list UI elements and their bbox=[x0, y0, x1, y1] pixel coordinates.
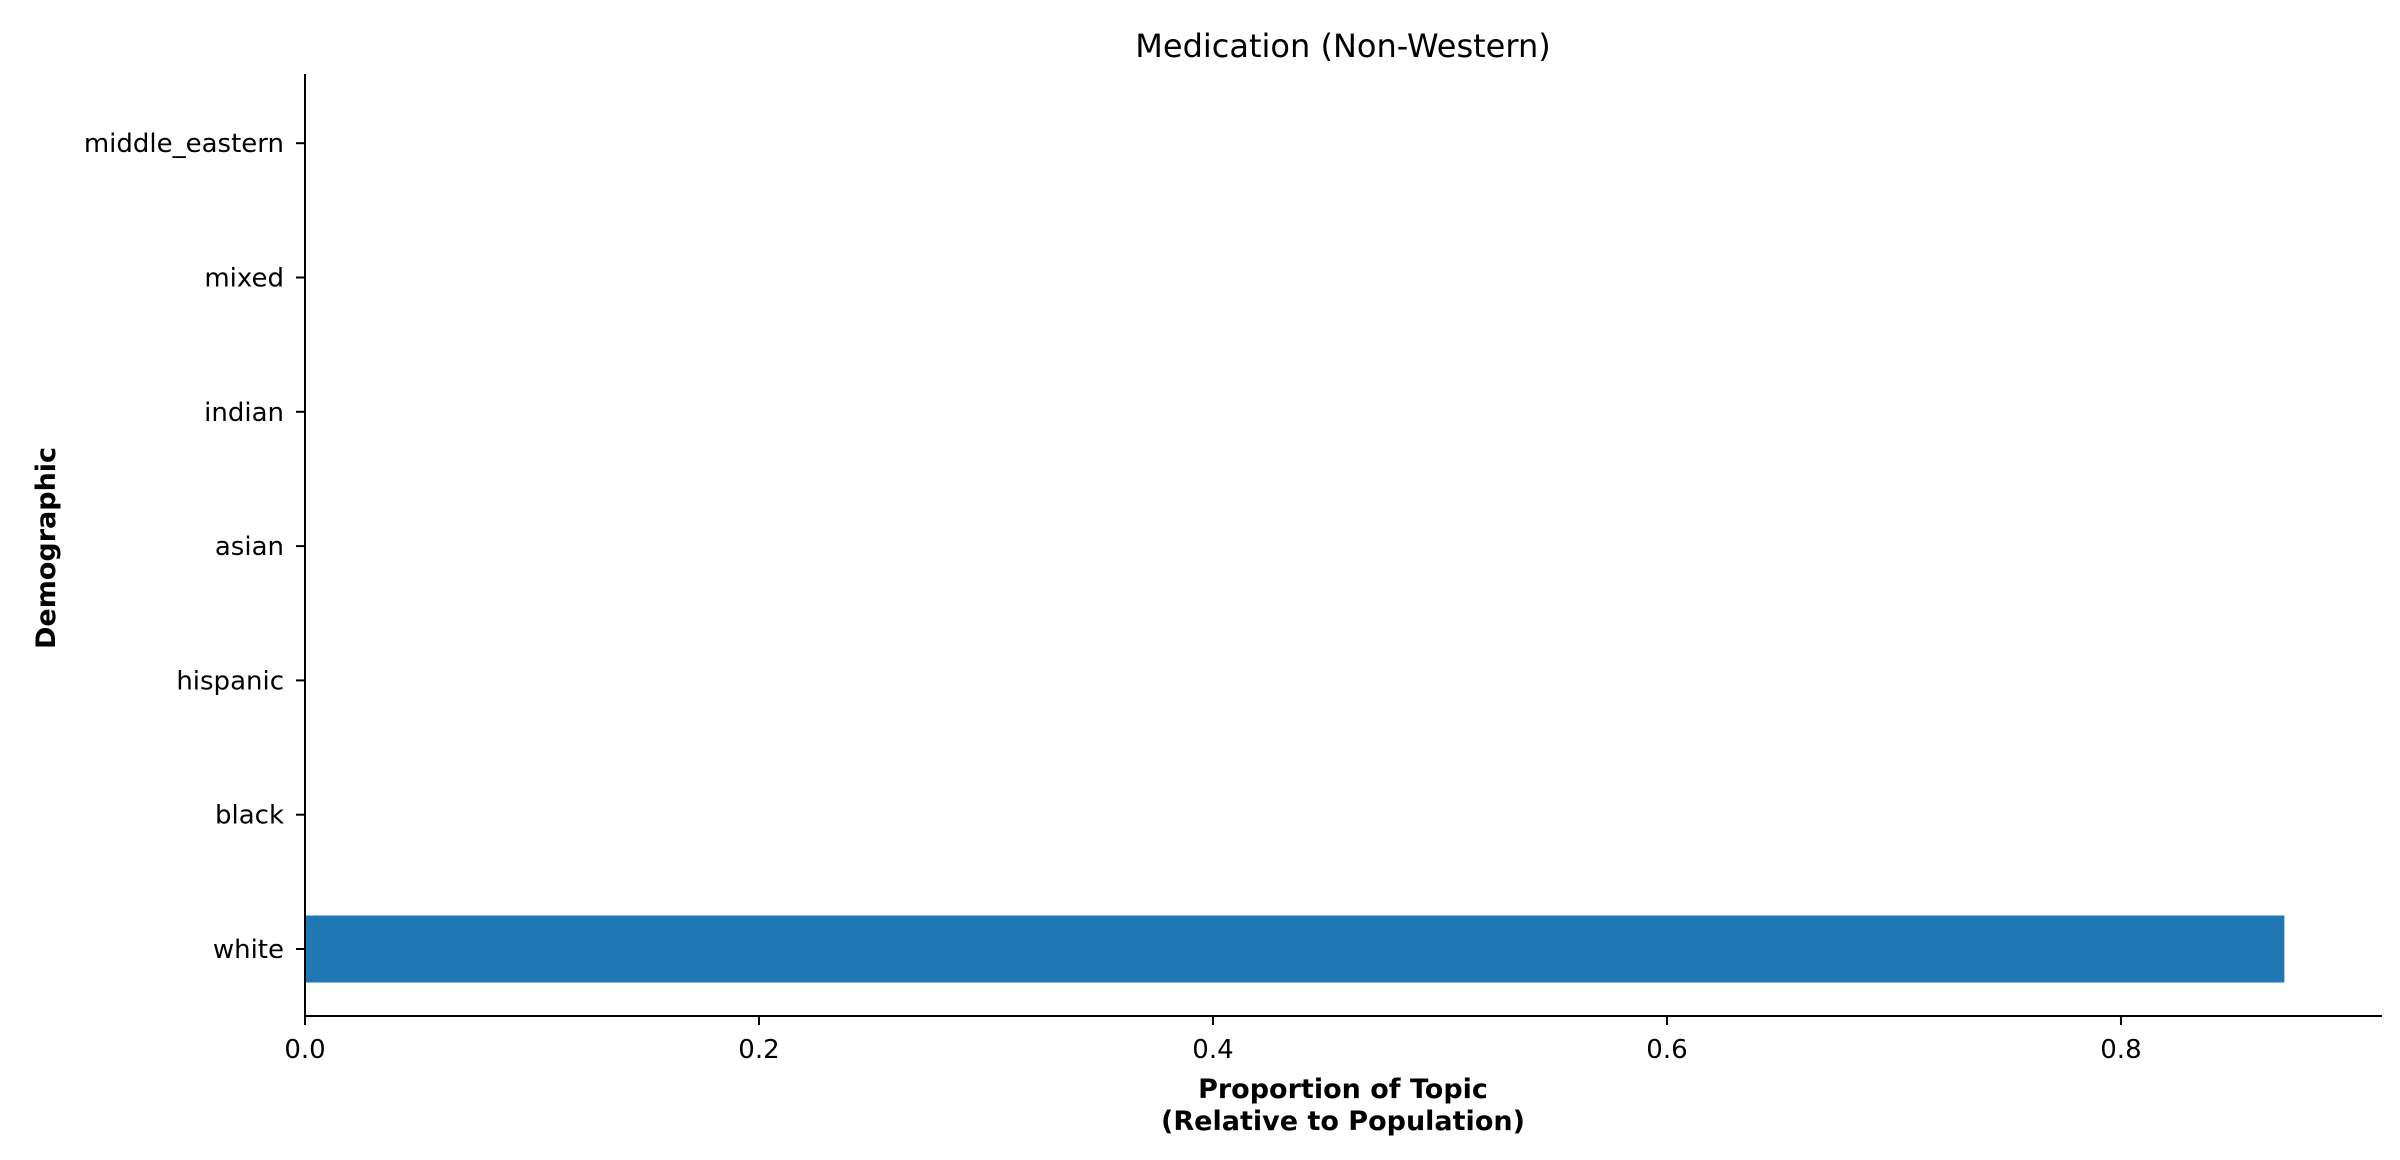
x-axis-label-line1: Proportion of Topic bbox=[1198, 1074, 1488, 1105]
x-tick-label: 0.8 bbox=[2100, 1035, 2141, 1065]
y-tick-label-hispanic: hispanic bbox=[176, 666, 284, 696]
y-tick-label-mixed: mixed bbox=[204, 264, 284, 294]
x-axis-label-line2: (Relative to Population) bbox=[1161, 1106, 1525, 1137]
x-tick-label: 0.0 bbox=[284, 1035, 325, 1065]
y-tick-label-asian: asian bbox=[215, 532, 284, 562]
y-tick-label-indian: indian bbox=[204, 398, 284, 428]
y-axis-label: Demographic bbox=[31, 447, 62, 649]
x-tick-label: 0.6 bbox=[1646, 1035, 1687, 1065]
y-tick-label-black: black bbox=[215, 801, 284, 831]
y-ticks-group: white black hispanic asian indian mixed middle… bbox=[84, 129, 305, 965]
bar-white bbox=[305, 915, 2285, 983]
x-tick-label: 0.4 bbox=[1192, 1035, 1233, 1065]
bars-group bbox=[305, 915, 2285, 983]
y-tick-label-middle_eastern: middle_eastern bbox=[84, 129, 284, 159]
x-ticks-group: 0.0 0.2 0.4 0.6 0.8 bbox=[284, 1016, 2142, 1065]
chart-title: Medication (Non-Western) bbox=[1135, 27, 1550, 65]
y-tick-label-white: white bbox=[213, 935, 284, 965]
x-tick-label: 0.2 bbox=[738, 1035, 779, 1065]
